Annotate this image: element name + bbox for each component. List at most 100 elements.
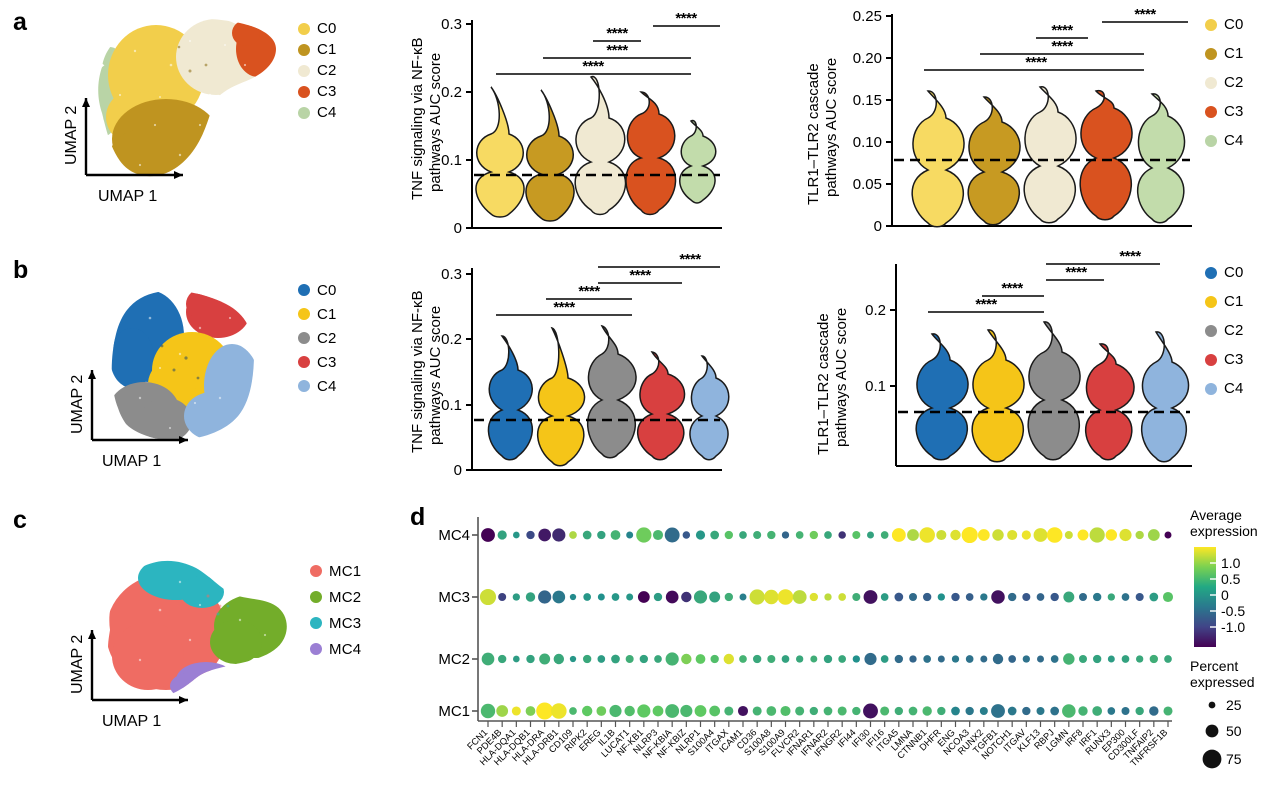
violin-b-tnf-sig-3: **** [679,251,701,268]
dotplot-dot [1007,529,1018,541]
dotplot-dot [864,652,877,666]
violin-a-tnf-sig-2: **** [606,25,628,42]
legend-item-mc2[interactable]: MC2 [310,584,361,610]
dotplot-dot [513,531,520,539]
dotplot-dot [626,593,634,601]
dotplot-dots [479,526,1174,720]
panel-a-umap: UMAP 1 UMAP 2 [40,5,290,220]
dotplot-dot [1089,527,1105,543]
dotplot-dot [569,707,577,715]
legend-item-c1[interactable]: C1 [298,39,337,60]
panel-a-legend: C0 C1 C2 C3 C4 [298,18,337,123]
dotplot-dot [977,529,990,541]
legend-item-b2-c1[interactable]: C1 [1205,287,1244,316]
dotplot-dot [609,704,622,718]
legend-label-c4: C4 [317,104,337,121]
umap-c-points [108,560,287,699]
dotplot-dot [781,531,790,539]
legend-swatch-c4 [298,106,310,119]
dotplot-dot [880,593,889,601]
dotplot-dot [908,706,918,716]
dotplot-dot [652,529,664,541]
panel-a-legend-right: C0 C1 C2 C3 C4 [1205,10,1244,155]
legend-item-c0[interactable]: C0 [298,18,337,39]
dotplot-dot [809,530,819,540]
dotplot-dot [767,530,776,540]
legend-label-b2-c4: C4 [1224,380,1244,397]
size-legend-label-50: 50 [1226,723,1242,739]
dotplot-dot [1147,529,1160,541]
violin-a-tnf-sig-bars [496,25,720,75]
violin-a-tlr-ylabel-1: TLR1–TLR2 cascade [805,63,822,205]
dotplot-dot [852,530,861,540]
legend-label-mc4: MC4 [329,640,362,658]
panel-b-violin-tlr: TLR1–TLR2 cascade pathways AUC score 0.2… [800,248,1200,490]
legend-item-c4[interactable]: C4 [298,102,337,123]
legend-item-b2-c4[interactable]: C4 [1205,374,1244,403]
umap-b-points [111,290,255,441]
dotplot-dot [961,526,978,544]
legend-label-a2-c0: C0 [1224,16,1244,33]
legend-item-b2-c3[interactable]: C3 [1205,345,1244,374]
umap-c-y-arrow [88,630,96,639]
dotplot-dot [737,705,749,717]
umap-b-xlabel: UMAP 1 [102,453,161,470]
legend-item-b-c2[interactable]: C2 [298,326,337,350]
dotplot-dot [792,590,807,604]
dotplot-dot [626,531,634,539]
dotplot-dot [479,588,497,606]
dotplot-dot [749,589,765,605]
dotplot-dot [823,654,833,664]
legend-swatch-b-c0 [298,284,310,296]
violin-b-tnf-ylabel-1: TNF signaling via NF-κB [409,290,426,453]
dotplot-dot [665,590,679,604]
legend-item-mc3[interactable]: MC3 [310,610,361,636]
violin-b-tlr-sig-3: **** [1119,248,1141,265]
colorbar-title-line2: expression [1190,522,1258,539]
legend-item-a2-c0[interactable]: C0 [1205,10,1244,39]
dotplot-dot [965,655,974,663]
legend-label-b-c4: C4 [317,377,337,395]
legend-item-a2-c4[interactable]: C4 [1205,126,1244,155]
legend-swatch-mc4 [310,643,322,655]
umap-c-xlabel: UMAP 1 [102,713,161,730]
legend-item-b-c4[interactable]: C4 [298,374,337,398]
panel-letter-b: b [13,256,29,284]
dotplot-dot [1037,655,1044,663]
legend-item-a2-c2[interactable]: C2 [1205,68,1244,97]
dotplot-dot [597,593,605,601]
legend-swatch-c2 [298,64,310,77]
dotplot-dot [1021,530,1031,540]
legend-item-mc4[interactable]: MC4 [310,636,361,662]
legend-item-b-c3[interactable]: C3 [298,350,337,374]
dotplot-dot [654,655,662,663]
dotplot-dot [1135,706,1144,716]
legend-swatch-b2-c3 [1205,353,1217,366]
dotplot-dot [1007,592,1017,602]
dotplot-dot [852,592,861,602]
legend-item-b2-c0[interactable]: C0 [1205,258,1244,287]
dotplot-dot [1136,655,1144,663]
dotplot-dot [597,530,606,540]
legend-item-b-c1[interactable]: C1 [298,302,337,326]
umap-b-x-arrow [179,436,188,444]
legend-item-b-c0[interactable]: C0 [298,278,337,302]
legend-item-c2[interactable]: C2 [298,60,337,81]
violin-b-tlr-sig-2: **** [1065,264,1087,281]
dotplot-dot [664,527,680,543]
legend-item-c3[interactable]: C3 [298,81,337,102]
dotplot-dot [652,705,664,717]
legend-item-mc1[interactable]: MC1 [310,558,361,584]
dotplot-dot [880,655,889,663]
dotplot-dot [596,706,607,716]
dotplot-dot [937,706,946,716]
dotplot-dot [526,530,535,540]
violin-b-tnf-ytick-0: 0 [454,462,462,479]
dotplot-dot [795,531,804,539]
dotplot-dot [552,528,566,542]
violin-a-tlr-ytick-3: 0.15 [853,92,882,109]
dotplot-dot [810,655,818,663]
legend-item-a2-c3[interactable]: C3 [1205,97,1244,126]
legend-item-a2-c1[interactable]: C1 [1205,39,1244,68]
legend-item-b2-c2[interactable]: C2 [1205,316,1244,345]
